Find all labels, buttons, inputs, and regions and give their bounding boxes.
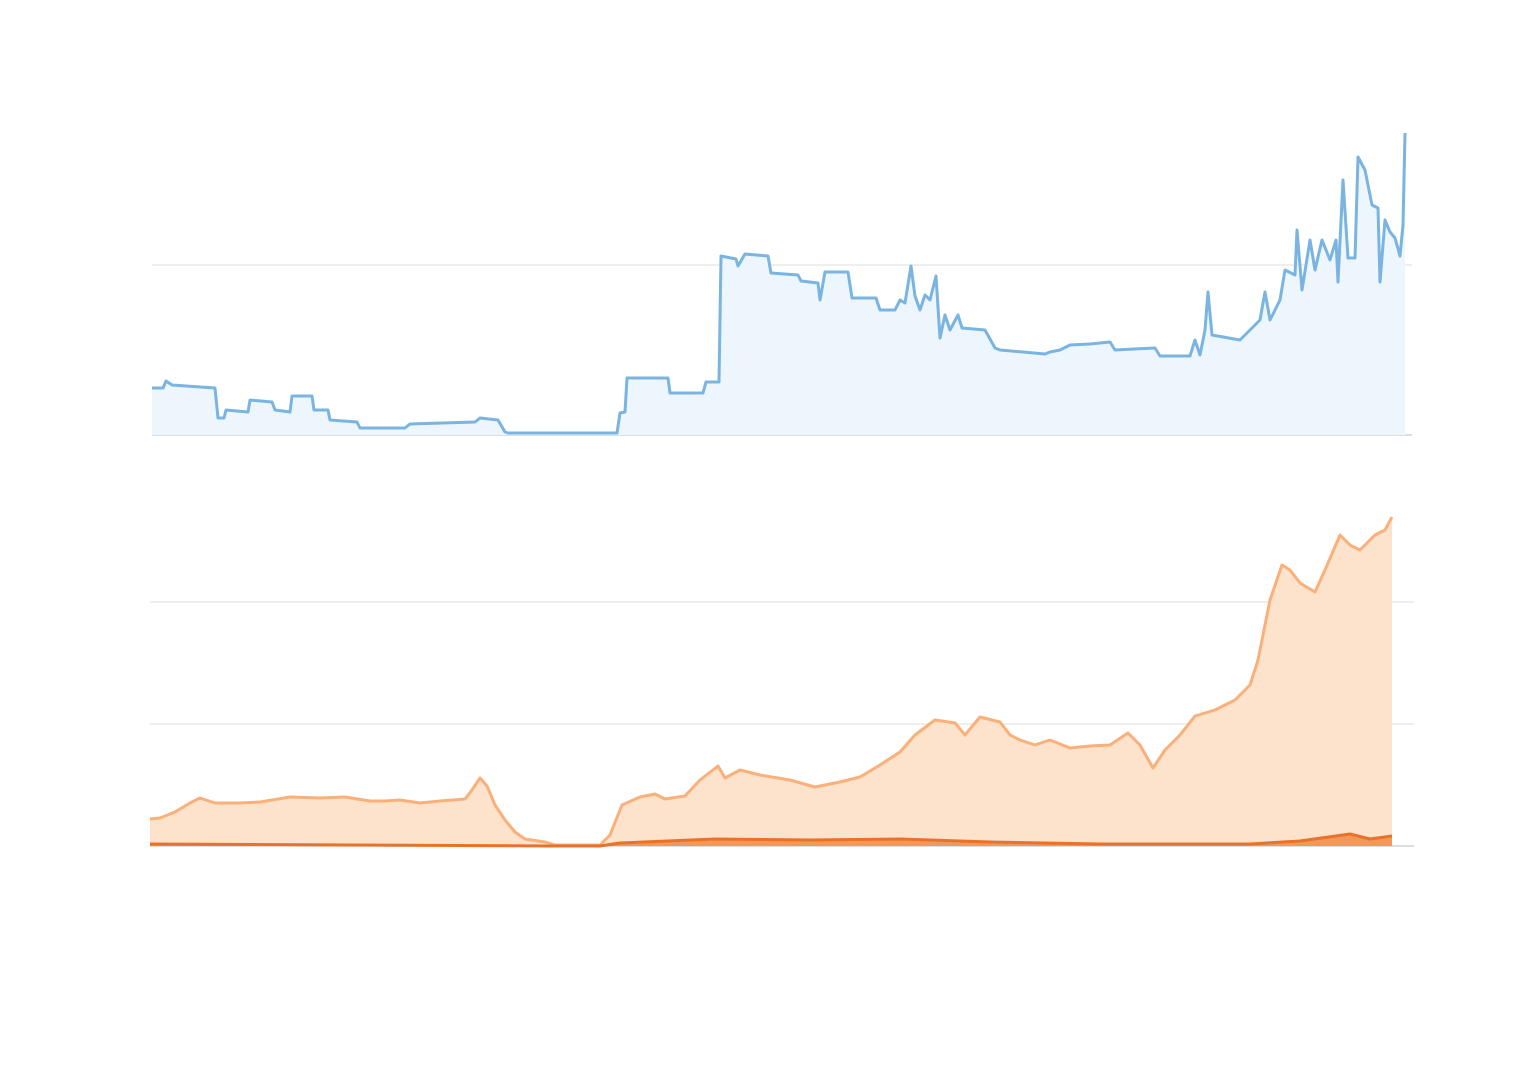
area-fill — [152, 133, 1405, 435]
area-fill — [150, 517, 1392, 846]
line — [152, 132, 1407, 435]
line — [149, 516, 1394, 847]
line — [149, 832, 1393, 848]
